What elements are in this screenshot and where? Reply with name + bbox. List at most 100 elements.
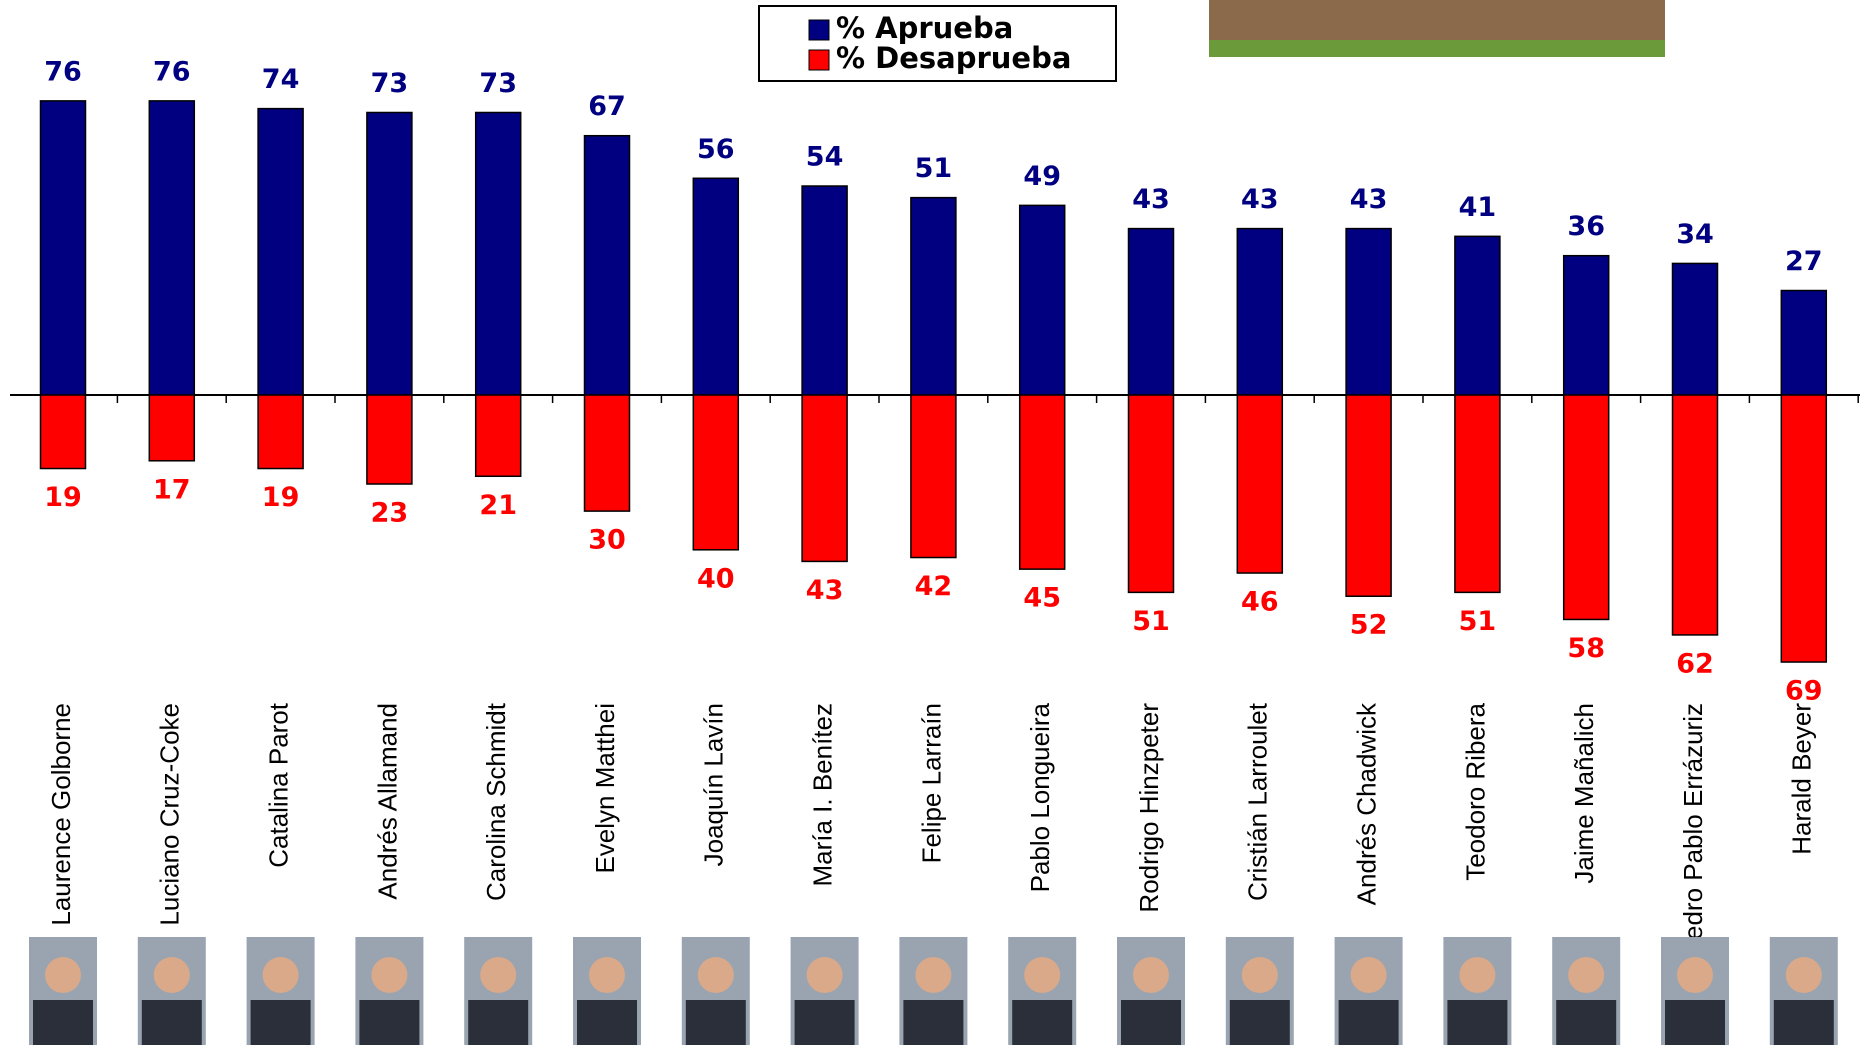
value-label: 73 [371,68,409,99]
value-label: 58 [1567,633,1605,664]
bar [1236,394,1284,574]
portrait-face [1677,957,1713,993]
portrait-suit [1338,1000,1399,1045]
portrait-face [480,957,517,993]
value-label: 76 [44,56,82,87]
portrait-suit [1121,1000,1181,1045]
portrait-suit [794,1000,855,1045]
bar [148,100,196,396]
portrait-suit [577,1000,637,1045]
bar [1671,262,1719,396]
portrait-face [915,957,952,993]
portrait-face [1133,957,1169,993]
value-label: 42 [915,571,953,602]
bar [910,394,957,559]
bar [910,196,957,396]
value-label: 76 [153,56,191,87]
value-label: 67 [588,91,626,122]
portrait-face [589,957,625,993]
legend-label: % Aprueba [836,11,1013,45]
value-label: 17 [153,474,191,505]
bar [692,177,740,396]
bar [1345,394,1392,597]
portrait-face [806,957,843,993]
portrait-face [1785,957,1822,993]
portrait-suit [1773,1000,1834,1045]
category-label: Joaquín Lavín [699,703,729,866]
bar [801,394,848,563]
bar [474,394,522,478]
category-label: Laurence Golborne [46,703,76,926]
value-label: 19 [44,482,82,513]
category-label: Felipe Larraín [916,703,946,863]
bar [1780,289,1828,396]
bar [257,107,304,396]
portrait-face [371,957,408,993]
bar [801,185,848,396]
bar [1562,394,1610,621]
portrait-suit [1556,1000,1617,1045]
category-label: Pablo Longueira [1025,702,1055,892]
bar [1780,394,1828,663]
portrait-face [1568,957,1605,993]
bar [1018,394,1066,570]
value-label: 56 [697,134,735,165]
legend-swatch [808,19,830,41]
portrait-suit [685,1000,746,1045]
bar [1127,394,1175,594]
bar [474,111,522,396]
bar [1018,204,1066,396]
bar [366,111,413,396]
value-label: 49 [1023,161,1061,192]
portrait-suit [141,1000,202,1045]
value-label: 30 [588,525,626,556]
value-label: 21 [479,490,517,521]
bar [583,394,631,512]
category-label: Rodrigo Hinzpeter [1134,703,1164,913]
value-label: 27 [1785,246,1823,277]
value-label: 34 [1676,219,1714,250]
bar [1236,227,1284,396]
value-label: 23 [371,498,409,529]
bar [1345,227,1392,396]
portrait-suit [1665,1000,1725,1045]
value-label: 74 [262,64,300,95]
portrait-suit [1447,1000,1508,1045]
bar [692,394,740,551]
header-photo-lawn [1209,40,1665,57]
bar [39,100,87,396]
portrait-suit [33,1000,93,1045]
value-label: 52 [1350,610,1388,641]
portrait-suit [1229,1000,1290,1045]
value-label: 51 [1459,606,1497,637]
category-label: Andrés Chadwick [1351,702,1381,905]
value-label: 46 [1241,587,1279,618]
value-label: 54 [806,142,844,173]
bar [1562,254,1610,396]
portrait-face [1024,957,1061,993]
category-label: Harald Beyer [1787,703,1817,855]
value-label: 62 [1676,648,1714,679]
value-label: 40 [697,563,735,594]
bar [1454,394,1501,594]
value-label: 69 [1785,676,1823,707]
portrait-face [45,957,81,993]
category-label: Evelyn Matthei [590,703,620,874]
value-label: 73 [479,68,517,99]
category-label: Carolina Schmidt [481,702,511,901]
portrait-suit [250,1000,311,1045]
value-label: 43 [806,575,844,606]
portrait-suit [359,1000,420,1045]
value-label: 51 [1132,606,1170,637]
portrait-face [697,957,734,993]
category-label: Andrés Allamand [372,703,402,900]
bar [257,394,304,470]
category-label: Pedro Pablo Errázuriz [1678,703,1708,957]
portrait-suit [903,1000,964,1045]
portrait-face [262,957,299,993]
bar [366,394,413,485]
portrait-suit [1012,1000,1073,1045]
value-label: 41 [1459,192,1497,223]
portrait-face [1241,957,1278,993]
